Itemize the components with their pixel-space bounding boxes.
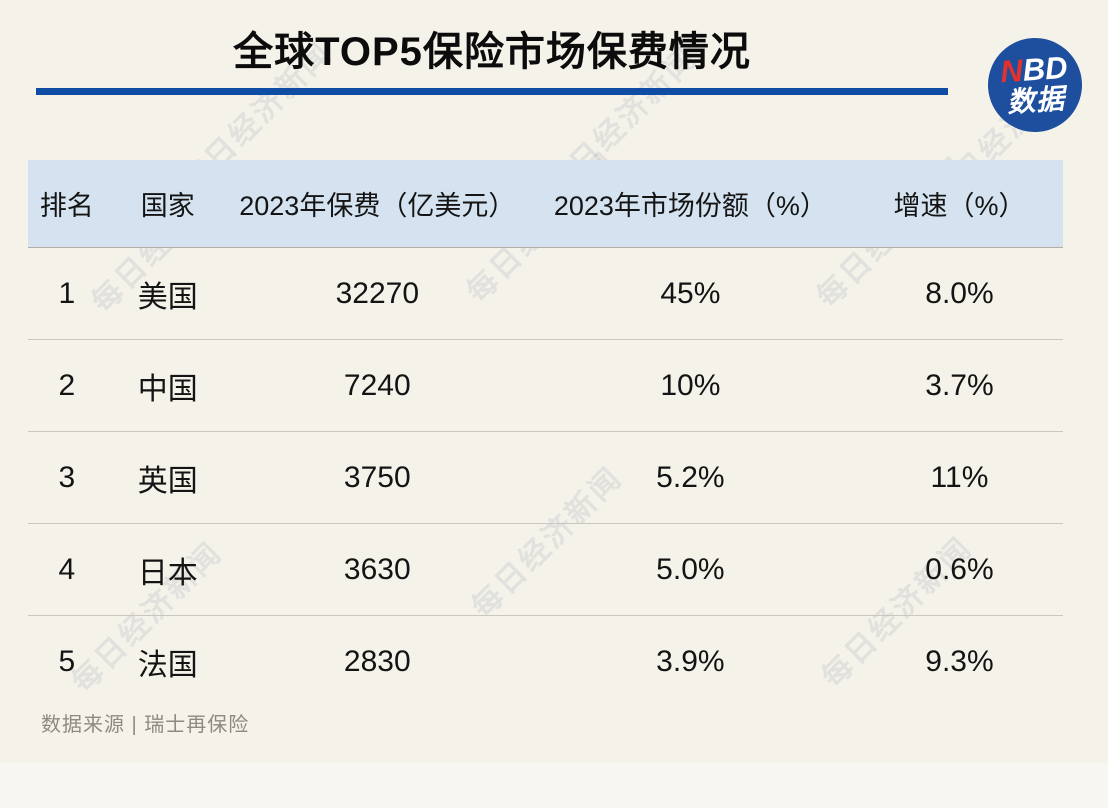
column-header-growth: 增速（%） xyxy=(893,191,1026,221)
column-header-market-share: 2023年市场份额（%） xyxy=(553,191,827,221)
data-source-note: 数据来源 | 瑞士再保险 xyxy=(41,714,250,736)
cell-rank: 4 xyxy=(58,552,76,586)
table-row: 2 中国 7240 10% 3.7% xyxy=(28,339,1063,431)
cell-rank: 5 xyxy=(58,644,76,678)
cell-market-share: 10% xyxy=(660,368,721,402)
cell-growth: 9.3% xyxy=(925,644,994,678)
cell-growth: 11% xyxy=(930,460,989,494)
cell-country: 英国 xyxy=(137,464,198,498)
column-header-rank: 排名 xyxy=(39,191,94,221)
title-block: 全球TOP5保险市场保费情况 xyxy=(36,28,948,76)
table-row: 4 日本 3630 5.0% 0.6% xyxy=(28,523,1063,615)
cell-growth: 8.0% xyxy=(925,276,994,310)
cell-growth: 3.7% xyxy=(925,368,994,402)
cell-rank: 1 xyxy=(58,276,76,310)
title-accent-rule xyxy=(36,88,948,95)
cell-country: 中国 xyxy=(137,372,198,406)
table-header-row: 排名 国家 2023年保费（亿美元） 2023年市场份额（%） 增速（%） xyxy=(28,160,1063,248)
nbd-data-logo: NBD 数据 xyxy=(984,34,1086,136)
premium-table: 排名 国家 2023年保费（亿美元） 2023年市场份额（%） 增速（%） 1 … xyxy=(28,160,1063,707)
cell-country: 日本 xyxy=(137,556,198,590)
bottom-strip xyxy=(0,763,1108,808)
logo-letters-bd: BD xyxy=(1021,49,1069,88)
cell-country: 法国 xyxy=(137,648,198,682)
cell-growth: 0.6% xyxy=(925,552,994,586)
logo-shuju-text: 数据 xyxy=(1006,82,1067,118)
logo-letter-n: N xyxy=(999,52,1024,90)
cell-country: 美国 xyxy=(137,280,198,314)
table-row: 3 英国 3750 5.2% 11% xyxy=(28,431,1063,523)
cell-rank: 3 xyxy=(58,460,76,494)
column-header-premium: 2023年保费（亿美元） xyxy=(239,191,516,221)
cell-market-share: 45% xyxy=(660,276,721,310)
cell-rank: 2 xyxy=(58,368,76,402)
cell-premium: 3630 xyxy=(343,552,411,586)
cell-market-share: 5.0% xyxy=(656,552,725,586)
page-title: 全球TOP5保险市场保费情况 xyxy=(233,30,751,74)
cell-market-share: 3.9% xyxy=(656,644,725,678)
table-row: 1 美国 32270 45% 8.0% xyxy=(28,248,1063,339)
cell-premium: 32270 xyxy=(335,276,420,310)
cell-premium: 7240 xyxy=(343,368,411,402)
column-header-country: 国家 xyxy=(140,191,195,221)
cell-market-share: 5.2% xyxy=(656,460,725,494)
table-row: 5 法国 2830 3.9% 9.3% xyxy=(28,615,1063,707)
cell-premium: 3750 xyxy=(343,460,411,494)
cell-premium: 2830 xyxy=(343,644,411,678)
